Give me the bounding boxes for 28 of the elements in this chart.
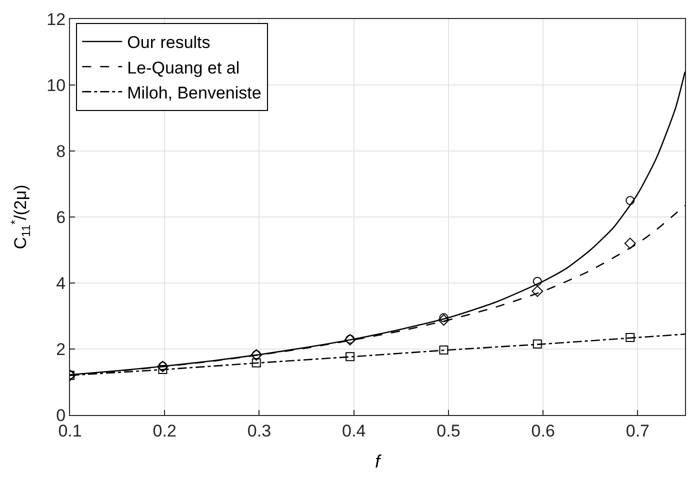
point <box>532 276 542 286</box>
point <box>624 238 636 250</box>
y-tick-label: 6 <box>56 208 66 227</box>
y-tick-label: 10 <box>46 76 66 95</box>
point <box>532 340 542 349</box>
x-tick-label: 0.5 <box>436 421 460 440</box>
legend-label: Our results <box>127 33 210 52</box>
x-tick-label: 0.2 <box>152 421 176 440</box>
point <box>439 313 448 322</box>
point <box>252 358 261 368</box>
legend-label: Le-Quang et al <box>127 58 240 78</box>
point <box>532 286 544 297</box>
y-tick-label: 12 <box>46 10 66 29</box>
x-tick-label: 0.4 <box>342 421 366 440</box>
x-tick-label: 0.3 <box>247 421 272 440</box>
y-tick-label: 2 <box>56 340 66 359</box>
point <box>438 314 450 326</box>
x-tick-label: 0.7 <box>626 421 650 440</box>
x-tick-label: 0.6 <box>531 421 555 440</box>
y-tick-label: 4 <box>56 274 66 293</box>
point <box>158 364 168 374</box>
legend-label: Miloh, Benveniste <box>127 83 262 102</box>
point <box>346 352 355 362</box>
point <box>626 332 635 342</box>
point <box>439 345 448 354</box>
x-axis-title: f <box>374 452 382 472</box>
point <box>626 196 635 205</box>
y-tick-label: 8 <box>56 142 66 161</box>
